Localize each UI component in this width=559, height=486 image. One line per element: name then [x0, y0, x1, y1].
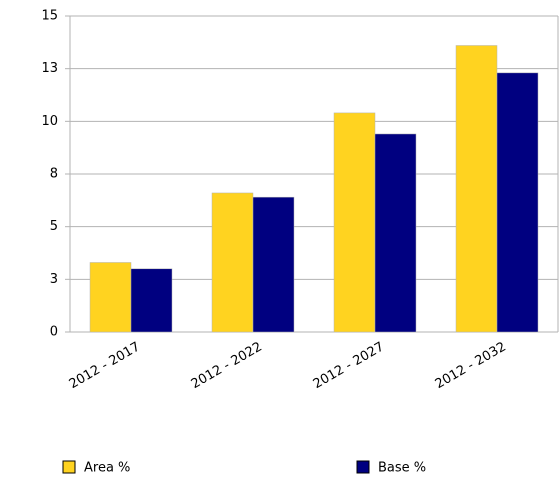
- bar: [130, 268, 173, 333]
- y-tick-label: 13: [41, 61, 58, 76]
- bar: [455, 45, 498, 333]
- y-tick-label: 10: [41, 114, 58, 129]
- bar: [333, 112, 376, 333]
- x-tick-label: 2012 - 2027: [311, 340, 387, 393]
- y-tick-label: 0: [50, 325, 58, 340]
- bar: [252, 196, 295, 333]
- bar: [89, 262, 132, 333]
- bar: [211, 192, 254, 333]
- x-tick-label: 2012 - 2017: [67, 340, 143, 393]
- legend-swatch: [356, 460, 370, 474]
- x-tick-label: 2012 - 2032: [433, 340, 509, 393]
- legend-label: Area %: [84, 461, 130, 476]
- y-tick-label: 15: [41, 9, 58, 24]
- legend-swatch: [62, 460, 76, 474]
- y-tick-label: 5: [50, 219, 58, 234]
- y-tick-label: 3: [50, 272, 58, 287]
- y-tick-label: 8: [50, 167, 58, 182]
- x-tick-label: 2012 - 2022: [189, 340, 265, 393]
- bar: [374, 133, 417, 333]
- bar: [496, 72, 539, 333]
- legend-label: Base %: [378, 461, 426, 476]
